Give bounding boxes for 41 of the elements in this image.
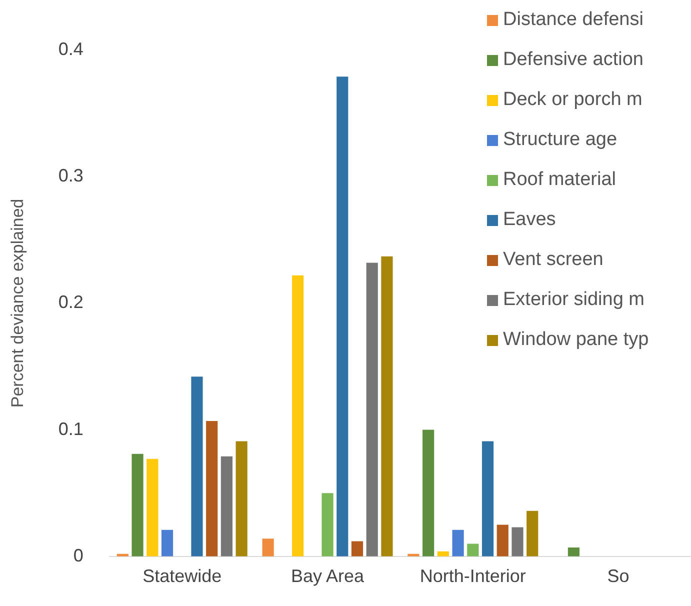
- y-tick-label: 0: [73, 545, 84, 566]
- x-tick-label: So: [607, 566, 630, 586]
- bar: [568, 548, 580, 556]
- legend-label: Exterior siding m: [503, 288, 644, 312]
- bar: [336, 76, 348, 556]
- legend-label: Roof material: [503, 168, 616, 192]
- bar: [322, 493, 334, 556]
- y-tick-label: 0.2: [58, 292, 84, 312]
- legend-label: Deck or porch m: [503, 88, 642, 112]
- bar: [467, 544, 479, 556]
- bar: [496, 524, 508, 556]
- bar: [452, 530, 464, 556]
- bar: [236, 441, 248, 556]
- bar: [526, 510, 538, 556]
- y-tick-label: 0.4: [58, 38, 84, 59]
- bar: [351, 541, 364, 556]
- legend-label: Defensive action: [503, 48, 644, 72]
- y-tick-label: 0.3: [58, 166, 84, 186]
- legend-label: Vent screen: [503, 248, 604, 272]
- bar: [422, 430, 434, 556]
- bar: [146, 458, 158, 556]
- bar: [512, 527, 524, 556]
- bar: [482, 441, 494, 556]
- bar: [132, 454, 144, 556]
- legend-label: Distance defensi: [503, 8, 644, 32]
- x-tick-label: Bay Area: [290, 566, 366, 586]
- bar: [381, 256, 393, 556]
- bar: [366, 262, 378, 556]
- y-axis-title: Percent deviance explained: [8, 198, 27, 408]
- x-tick-label: Statewide: [142, 566, 222, 586]
- y-tick-label: 0.1: [58, 418, 84, 439]
- bar: [191, 376, 203, 556]
- legend-label: Structure age: [503, 128, 618, 152]
- bar: [220, 456, 233, 556]
- legend-label: Window pane typ: [503, 328, 649, 352]
- bar: [262, 538, 274, 556]
- legend-label: Eaves: [503, 208, 556, 232]
- bar: [292, 275, 304, 556]
- bar: [161, 530, 174, 556]
- bar: [206, 420, 218, 556]
- x-tick-label: North-Interior: [420, 566, 526, 586]
